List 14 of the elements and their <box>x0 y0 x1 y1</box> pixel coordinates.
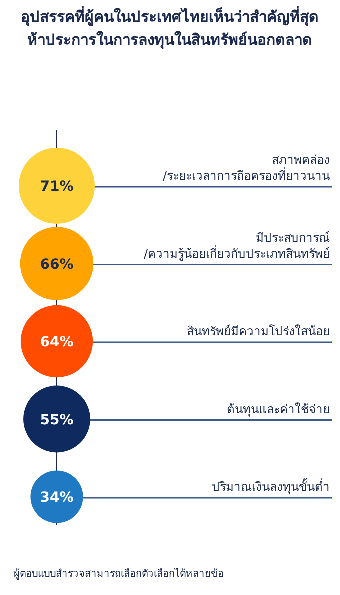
category-label: ต้นทุนและค่าใช้จ่าย <box>227 402 330 416</box>
category-label: มีประสบการณ์ <box>256 230 330 245</box>
value-label: 66% <box>40 256 74 273</box>
category-label: /ความรู้น้อยเกี่ยวกับประเภทสินทรัพย์ <box>144 246 330 261</box>
category-label: สินทรัพย์มีความโปร่งใสน้อย <box>187 324 330 338</box>
value-label: 71% <box>40 179 74 195</box>
value-label: 34% <box>40 490 74 506</box>
value-label: 55% <box>40 412 74 428</box>
category-label: สภาพคล่อง <box>272 153 330 167</box>
value-label: 64% <box>40 334 74 350</box>
category-label: /ระยะเวลาการถือครองที่ยาวนาน <box>162 169 330 183</box>
title: อุปสรรคที่ผู้คนในประเทศไทยเห็นว่าสำคัญที่สุดห้าประการในการลงทุนในสินทรัพย์นอกตลาด <box>20 6 320 52</box>
category-label: ปริมาณเงินลงทุนขั้นต่ำ <box>212 480 330 494</box>
annotation: ผู้ตอบแบบสำรวจสามารถเลือกตัวเลือกได้หลายข้อ <box>14 567 224 581</box>
